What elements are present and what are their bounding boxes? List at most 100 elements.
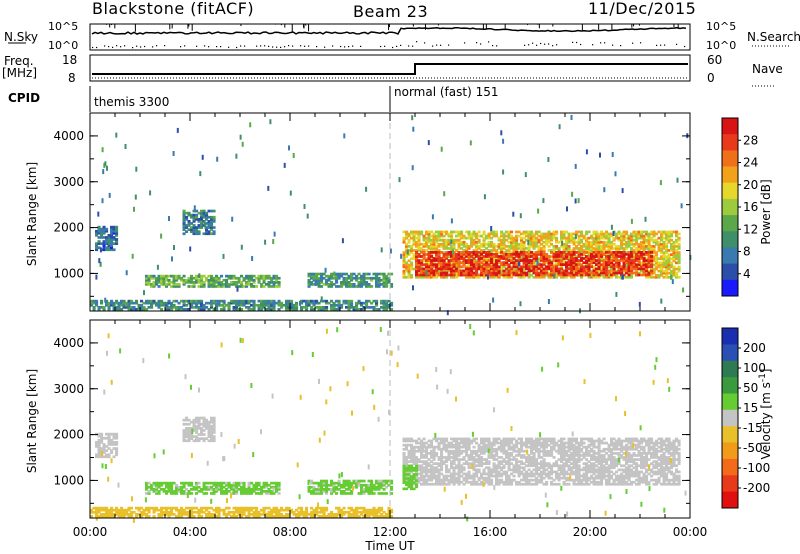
power-echo-cell (472, 240, 476, 244)
velocity-echo-cell (170, 481, 174, 485)
power-echo-cell (377, 308, 381, 311)
power-echo-cell (192, 276, 196, 280)
power-echo-cell (625, 230, 629, 234)
power-noise-cell (446, 310, 449, 316)
power-echo-cell (585, 238, 589, 242)
power-echo-cell (522, 236, 526, 240)
power-echo-cell (402, 271, 406, 275)
power-echo-cell (615, 263, 619, 266)
velocity-echo-cell (325, 479, 329, 483)
velocity-echo-cell (277, 481, 281, 485)
power-echo-cell (457, 234, 461, 238)
power-echo-cell (415, 251, 419, 254)
velocity-echo-cell (242, 508, 246, 512)
power-echo-cell (152, 274, 156, 278)
power-noise-cell (216, 156, 219, 162)
power-echo-cell (450, 232, 454, 236)
power-echo-cell (502, 275, 506, 279)
power-echo-cell (252, 306, 256, 309)
power-echo-cell (670, 238, 674, 242)
velocity-echo-cell (242, 513, 246, 516)
velocity-echo-cell (147, 492, 151, 495)
power-echo-cell (660, 267, 664, 271)
power-echo-cell (540, 269, 544, 273)
power-echo-cell (430, 271, 434, 275)
power-echo-cell (220, 308, 224, 311)
velocity-echo-cell (310, 506, 314, 510)
power-echo-cell (590, 273, 594, 277)
velocity-echo-cell (262, 490, 266, 493)
power-echo-cell (535, 275, 539, 279)
velocity-echo-cell (140, 515, 144, 518)
velocity-echo-cell (375, 510, 379, 514)
power-echo-cell (355, 301, 359, 305)
power-echo-cell (427, 230, 431, 234)
power-echo-cell (240, 303, 244, 307)
power-echo-cell (327, 276, 331, 280)
velocity-echo-cell (390, 510, 394, 514)
power-echo-cell (545, 267, 549, 271)
power-echo-cell (335, 299, 339, 303)
power-noise-cell (621, 188, 624, 194)
velocity-echo-cell (220, 488, 224, 491)
power-echo-cell (187, 228, 191, 231)
power-echo-cell (160, 278, 164, 282)
power-echo-cell (670, 261, 674, 265)
velocity-echo-cell (317, 485, 321, 489)
velocity-echo-cell (357, 481, 361, 485)
power-echo-cell (675, 251, 679, 254)
power-echo-cell (100, 236, 104, 239)
power-echo-cell (262, 301, 266, 305)
velocity-echo-cell (257, 515, 261, 518)
power-echo-cell (350, 274, 354, 278)
power-echo-cell (532, 269, 536, 273)
velocity-echo-cell (350, 481, 354, 485)
power-echo-cell (157, 281, 161, 284)
power-echo-cell (130, 301, 134, 305)
velocity-echo-cell (200, 422, 204, 426)
power-echo-cell (192, 230, 196, 233)
power-echo-cell (645, 238, 649, 242)
power-echo-cell (190, 230, 194, 233)
nsearch-dot (112, 46, 114, 48)
power-echo-cell (427, 232, 431, 236)
power-echo-cell (600, 255, 604, 258)
power-echo-cell (240, 274, 244, 278)
velocity-echo-cell (107, 508, 111, 512)
power-noise-cell (537, 208, 540, 214)
velocity-echo-cell (325, 515, 329, 518)
power-echo-cell (405, 236, 409, 240)
power-echo-cell (660, 273, 664, 277)
power-echo-cell (612, 265, 616, 269)
power-echo-cell (567, 249, 571, 252)
power-echo-cell (352, 306, 356, 309)
power-echo-cell (210, 283, 214, 286)
velocity-echo-cell (310, 510, 314, 514)
power-echo-cell (480, 273, 484, 277)
power-echo-cell (182, 209, 186, 213)
power-echo-cell (632, 259, 636, 262)
power-echo-cell (420, 232, 424, 236)
power-echo-cell (547, 236, 551, 240)
velocity-echo-cell (185, 427, 189, 430)
power-echo-cell (642, 238, 646, 242)
power-echo-cell (672, 269, 676, 273)
power-echo-cell (652, 240, 656, 244)
power-echo-cell (520, 271, 524, 275)
power-echo-cell (457, 245, 461, 248)
power-noise-cell (502, 138, 505, 144)
power-echo-cell (250, 303, 254, 307)
power-echo-cell (665, 234, 669, 238)
power-echo-cell (432, 275, 436, 279)
nsearch-dot (288, 45, 290, 47)
power-echo-cell (515, 230, 519, 234)
velocity-echo-cell (215, 506, 219, 510)
power-echo-cell (542, 249, 546, 252)
power-echo-cell (405, 265, 409, 269)
power-echo-cell (450, 261, 454, 265)
power-echo-cell (597, 249, 601, 252)
power-echo-cell (615, 255, 619, 258)
power-echo-cell (627, 259, 631, 262)
power-echo-cell (300, 301, 304, 305)
power-echo-cell (645, 234, 649, 238)
